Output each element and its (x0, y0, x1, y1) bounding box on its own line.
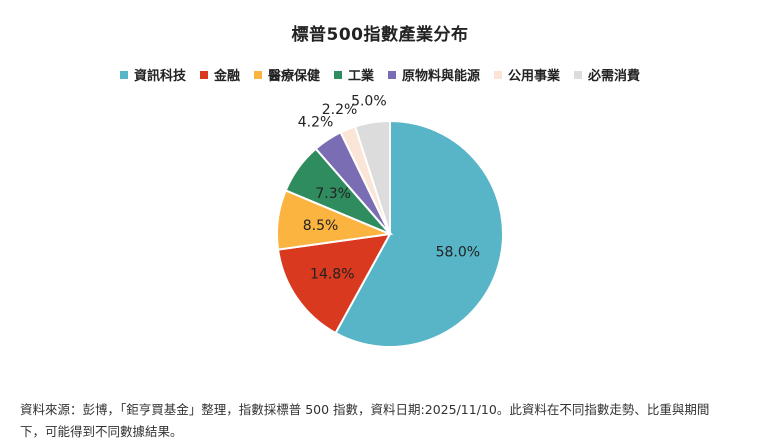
slice-data-label: 58.0% (436, 244, 480, 260)
legend-label: 原物料與能源 (402, 69, 481, 84)
legend-item: 資訊科技 (119, 65, 186, 84)
legend-swatch (494, 70, 503, 79)
pie-slice (334, 119, 504, 348)
legend-item: 原物料與能源 (388, 65, 480, 84)
slice-data-label: 2.2% (322, 102, 358, 118)
chart-title: 標普500指數產業分布 (291, 25, 469, 45)
legend-label: 資訊科技 (133, 69, 186, 84)
pie-slice (353, 119, 391, 235)
pie-slice (276, 232, 392, 335)
legend-item: 金融 (199, 65, 240, 84)
slice-data-label: 14.8% (310, 267, 354, 283)
legend-swatch (119, 70, 128, 79)
source-footnote: 資料來源：彭博，「鉅亨買基金」整理，指數採標普 500 指數，資料日期:2025… (20, 399, 740, 443)
legend-swatch (199, 70, 208, 79)
legend-swatch (388, 70, 396, 79)
legend-item: 工業 (333, 65, 374, 84)
legend-label: 必需消費 (588, 69, 641, 84)
legend-swatch (333, 70, 342, 79)
slice-data-label: 7.3% (315, 186, 351, 202)
legend-label: 公用事業 (508, 69, 561, 84)
slice-data-label: 4.2% (298, 114, 334, 130)
footnote-line-2: 下，可能得到不同數據結果。 (20, 424, 183, 439)
chart-legend: 資訊科技 金融 醫療保健 工業 原物料與能源 公用事業 必需消費 (0, 65, 760, 84)
legend-swatch (253, 70, 262, 79)
legend-label: 金融 (213, 69, 240, 84)
legend-label: 醫療保健 (267, 69, 320, 84)
legend-item: 公用事業 (494, 65, 560, 84)
footnote-line-1: 資料來源：彭博，「鉅亨買基金」整理，指數採標普 500 指數，資料日期:2025… (20, 402, 710, 417)
slice-data-label: 5.0% (351, 94, 387, 110)
legend-swatch (574, 70, 583, 79)
legend-label: 工業 (347, 69, 374, 84)
legend-item: 醫療保健 (253, 65, 320, 84)
slice-data-label: 8.5% (303, 218, 339, 234)
legend-item: 必需消費 (574, 65, 640, 84)
